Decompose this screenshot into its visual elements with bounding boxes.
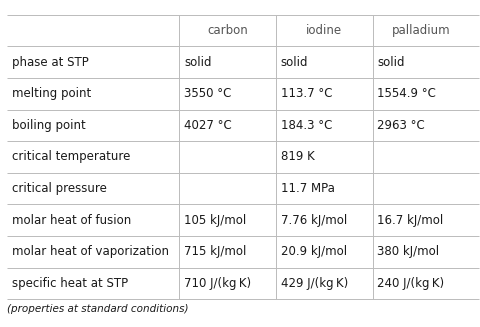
Text: critical pressure: critical pressure (12, 182, 107, 195)
Text: (properties at standard conditions): (properties at standard conditions) (7, 304, 188, 314)
Text: 429 J/(kg K): 429 J/(kg K) (280, 277, 347, 290)
Text: 1554.9 °C: 1554.9 °C (376, 87, 435, 100)
Text: 113.7 °C: 113.7 °C (280, 87, 332, 100)
Text: 2963 °C: 2963 °C (376, 119, 424, 132)
Text: 11.7 MPa: 11.7 MPa (280, 182, 334, 195)
Text: 105 kJ/mol: 105 kJ/mol (184, 214, 246, 227)
Text: 240 J/(kg K): 240 J/(kg K) (376, 277, 444, 290)
Text: molar heat of vaporization: molar heat of vaporization (12, 245, 168, 258)
Text: specific heat at STP: specific heat at STP (12, 277, 128, 290)
Text: phase at STP: phase at STP (12, 56, 89, 69)
Text: palladium: palladium (391, 24, 449, 37)
Text: 710 J/(kg K): 710 J/(kg K) (184, 277, 251, 290)
Text: molar heat of fusion: molar heat of fusion (12, 214, 131, 227)
Text: 16.7 kJ/mol: 16.7 kJ/mol (376, 214, 443, 227)
Text: 3550 °C: 3550 °C (184, 87, 231, 100)
Text: 7.76 kJ/mol: 7.76 kJ/mol (280, 214, 346, 227)
Text: 715 kJ/mol: 715 kJ/mol (184, 245, 246, 258)
Text: solid: solid (376, 56, 404, 69)
Text: boiling point: boiling point (12, 119, 85, 132)
Text: 819 K: 819 K (280, 150, 314, 164)
Text: 4027 °C: 4027 °C (184, 119, 231, 132)
Text: solid: solid (184, 56, 211, 69)
Text: critical temperature: critical temperature (12, 150, 130, 164)
Text: solid: solid (280, 56, 308, 69)
Text: 184.3 °C: 184.3 °C (280, 119, 331, 132)
Text: carbon: carbon (207, 24, 248, 37)
Text: melting point: melting point (12, 87, 91, 100)
Text: 20.9 kJ/mol: 20.9 kJ/mol (280, 245, 346, 258)
Text: 380 kJ/mol: 380 kJ/mol (376, 245, 439, 258)
Text: iodine: iodine (305, 24, 342, 37)
